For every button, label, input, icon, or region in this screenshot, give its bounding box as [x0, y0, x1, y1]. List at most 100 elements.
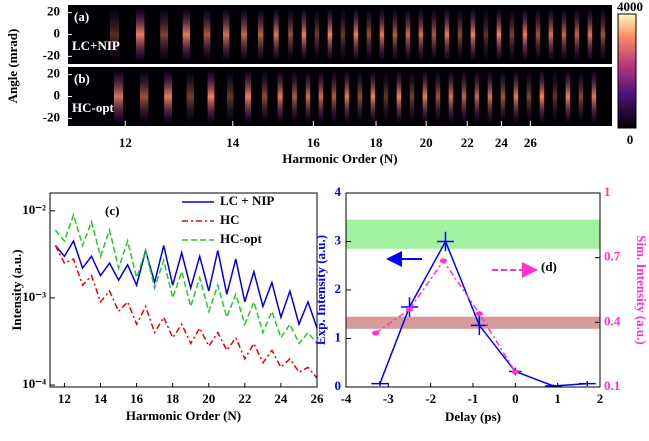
- spectral-stripe: [258, 9, 263, 60]
- panel-name: LC+NIP: [72, 38, 120, 53]
- spectral-stripe: [514, 71, 519, 122]
- x-tick-label: 16: [307, 135, 321, 150]
- y-axis-label: Angle (mrad): [5, 29, 20, 104]
- x-tick-label: 12: [58, 391, 71, 406]
- spectral-stripe: [371, 71, 376, 122]
- spectral-stripe: [332, 71, 337, 122]
- spectral-stripe: [187, 71, 194, 122]
- spectral-stripe: [540, 71, 545, 122]
- spectral-stripe: [566, 71, 571, 122]
- spectral-stripe: [592, 71, 597, 122]
- x-tick-label: 18: [370, 135, 384, 150]
- spectral-stripe: [575, 9, 580, 60]
- x-tick-label: -1: [468, 391, 479, 406]
- x-tick-label: 24: [495, 135, 509, 150]
- y-tick-label: 2: [335, 281, 342, 296]
- x-tick-label: 14: [94, 391, 108, 406]
- y-tick-label: -20: [43, 47, 60, 62]
- panel-label: (d): [541, 259, 557, 274]
- spectral-stripe: [462, 71, 467, 122]
- x-tick-label: 1: [554, 391, 561, 406]
- spectral-stripe: [136, 9, 144, 60]
- spectral-stripe: [536, 9, 541, 60]
- spectral-stripe: [114, 71, 123, 122]
- data-line: [55, 215, 317, 344]
- data-line: [376, 261, 516, 372]
- spectral-stripe: [302, 9, 307, 60]
- spectral-stripe: [328, 9, 333, 60]
- spectral-stripe: [341, 9, 346, 60]
- x-tick-label: 24: [274, 391, 288, 406]
- y-tick-label: 10⁻⁴: [22, 376, 46, 391]
- spectral-stripe: [227, 71, 233, 122]
- spectral-stripe: [562, 9, 567, 60]
- spectral-stripe: [288, 9, 293, 60]
- spectral-stripe: [432, 9, 437, 60]
- panel-label: (b): [74, 71, 90, 86]
- x-axis-label: Delay (ps): [445, 409, 501, 424]
- y2-tick-label: 1: [604, 184, 611, 199]
- x-tick-label: -2: [425, 391, 436, 406]
- colorbar-tick-label: 4000: [617, 0, 643, 14]
- data-point: [440, 258, 447, 263]
- spectral-stripe: [315, 9, 320, 60]
- data-point: [406, 307, 413, 312]
- colorbar-tick-label: 0: [627, 132, 634, 147]
- x-tick-label: 14: [226, 135, 240, 150]
- y-axis-label: Intensity (a.u.): [9, 249, 24, 330]
- y2-tick-label: 0.4: [604, 313, 621, 328]
- spectral-stripe: [274, 9, 279, 60]
- figure: (a)LC+NIP200-20(b)HC-opt200-201214161820…: [0, 0, 649, 436]
- spectral-stripe: [164, 71, 172, 122]
- spectral-stripe: [262, 71, 267, 122]
- spectral-stripe: [140, 71, 148, 122]
- spectral-stripe: [579, 71, 584, 122]
- spectral-stripe: [449, 71, 454, 122]
- spectral-stripe: [384, 71, 389, 122]
- spectral-stripe: [354, 9, 359, 60]
- spectral-stripe: [527, 71, 532, 122]
- spectral-stripe: [367, 9, 372, 60]
- spectral-stripe: [410, 71, 415, 122]
- spectral-stripe: [484, 9, 489, 60]
- y-tick-label: 10⁻²: [22, 202, 46, 217]
- spectral-stripe: [549, 9, 554, 60]
- y-tick-label: 3: [335, 232, 342, 247]
- spectral-stripe: [345, 71, 350, 122]
- legend-label: LC + NIP: [220, 193, 274, 208]
- spectral-stripe: [458, 9, 463, 60]
- x-tick-label: 12: [119, 135, 132, 150]
- spectral-stripe: [319, 71, 324, 122]
- x-tick-label: 18: [166, 391, 180, 406]
- panel-name: HC-opt: [72, 100, 115, 115]
- y2-axis-label: Sim. Intensity (a.u.): [634, 235, 649, 344]
- y-tick-label: 1: [335, 329, 342, 344]
- spectral-stripe: [406, 9, 411, 60]
- x-tick-label: 22: [461, 135, 474, 150]
- spectral-stripe: [278, 71, 283, 122]
- y-tick-label: 20: [47, 66, 60, 81]
- spectral-stripe: [397, 71, 402, 122]
- spectral-stripe: [588, 9, 593, 60]
- spectral-stripe: [419, 9, 424, 60]
- spectral-stripe: [245, 71, 251, 122]
- spectral-stripe: [523, 9, 528, 60]
- y2-tick-label: 0.7: [604, 249, 621, 264]
- plot-frame: [50, 193, 317, 387]
- spectral-stripe: [380, 9, 385, 60]
- x-tick-label: 0: [512, 391, 519, 406]
- y2-tick-label: 0.1: [604, 378, 620, 393]
- x-tick-label: 16: [130, 391, 144, 406]
- x-tick-label: -4: [341, 391, 352, 406]
- shaded-band: [346, 220, 600, 249]
- spectral-image: [68, 5, 612, 64]
- spectral-stripe: [160, 9, 168, 60]
- data-point: [372, 331, 379, 336]
- spectral-stripe: [501, 71, 506, 122]
- data-line: [55, 246, 317, 379]
- spectral-stripe: [183, 9, 190, 60]
- x-tick-label: 26: [524, 135, 538, 150]
- spectral-stripe: [510, 9, 515, 60]
- x-tick-label: 26: [311, 391, 325, 406]
- spectral-stripe: [423, 71, 428, 122]
